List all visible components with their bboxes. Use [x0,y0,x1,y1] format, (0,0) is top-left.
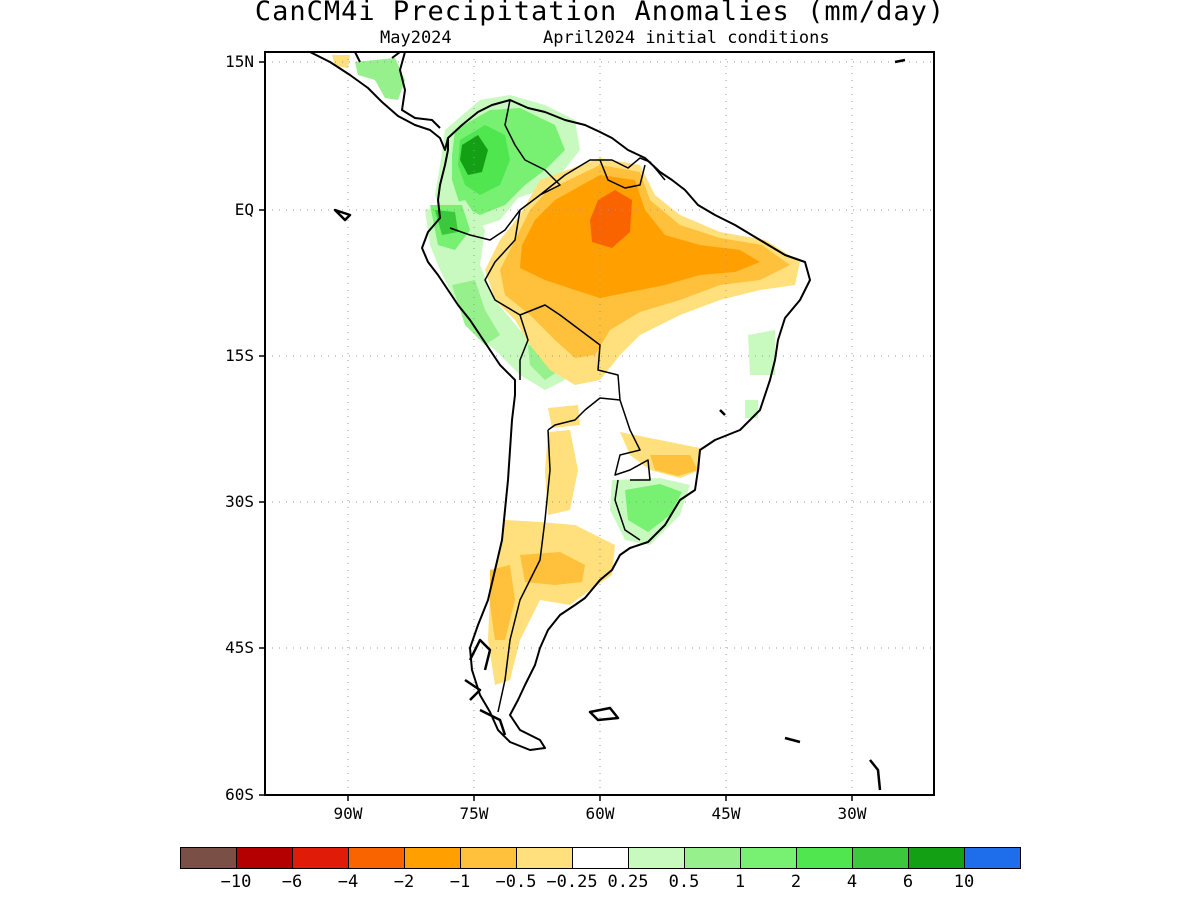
colorbar-swatch [404,847,461,869]
anomaly-green-east-brazil-2 [745,400,758,418]
anomaly-orange-amazon-core [520,175,760,298]
central-america-coast [309,52,449,151]
lon-label-90w: 90W [333,804,363,823]
colorbar-label: 0.25 [607,872,649,892]
colorbar-swatch [628,847,685,869]
initial-conditions-label: April2024 initial conditions [543,28,830,48]
colorbar-swatch [180,847,237,869]
anomaly-orange-chile-core [490,565,515,640]
anomaly-green-colombia-4 [460,135,488,175]
colorbar-label: 2 [790,872,802,892]
anomaly-orange-argentina-core [520,552,585,585]
lat-label-eq: EQ [234,200,254,219]
axis-ticks [259,61,853,801]
lat-label-15n: 15N [225,52,254,71]
colorbar-swatch [684,847,741,869]
anomaly-orange-argentina-north [548,405,580,428]
anomaly-green-central-america [355,58,405,100]
lat-label-60s: 60S [225,785,254,804]
colorbar-swatch [740,847,797,869]
anomaly-orange-argentina-central [488,520,615,685]
colorbar-label: −4 [337,872,359,892]
colorbar-label: 6 [902,872,914,892]
colorbar-swatch [964,847,1021,869]
colorbar-swatch [516,847,573,869]
colorbar-swatch [908,847,965,869]
anomaly-green-peru [452,280,500,345]
anomaly-green-uruguay-2 [625,484,682,532]
anomaly-orange-central-america [332,55,350,68]
colorbar-label: −6 [281,872,303,892]
map-title: CanCM4i Precipitation Anomalies (mm/day) [254,0,946,27]
colorbar-label: −10 [220,872,252,892]
colorbar-swatch [236,847,293,869]
anomaly-fields [332,55,800,685]
islands [333,58,906,791]
lat-label-45s: 45S [225,638,254,657]
anomaly-orange-amazon-max [590,190,632,248]
colorbar-swatch [796,847,853,869]
colorbar-swatch [852,847,909,869]
anomaly-orange-argentina-stripe [545,430,578,515]
colorbar-swatch [460,847,517,869]
colorbar-label: 4 [846,872,858,892]
colorbar-label: 1 [734,872,746,892]
colorbar-label: 0.5 [668,872,700,892]
colorbar-label: 10 [953,872,975,892]
anomaly-green-east-brazil [748,330,775,375]
lon-label-45w: 45W [711,804,741,823]
colorbar-label: −0.5 [495,872,537,892]
internal-borders [449,99,666,713]
lon-label-75w: 75W [459,804,489,823]
graticule [265,52,934,795]
colorbar-swatch [292,847,349,869]
anomaly-orange-south-brazil-core [650,455,698,476]
lat-label-15s: 15S [225,346,254,365]
lat-label-30s: 30S [225,492,254,511]
valid-month-label: May2024 [380,28,452,48]
south-america-coast [421,99,811,751]
colorbar-label: −2 [393,872,415,892]
lon-label-60w: 60W [585,804,615,823]
colorbar-swatch [572,847,629,869]
coastlines [309,52,906,791]
colorbar-label: −0.25 [546,872,598,892]
colorbar-label: −1 [449,872,471,892]
colorbar-swatch [348,847,405,869]
lon-label-30w: 30W [837,804,867,823]
